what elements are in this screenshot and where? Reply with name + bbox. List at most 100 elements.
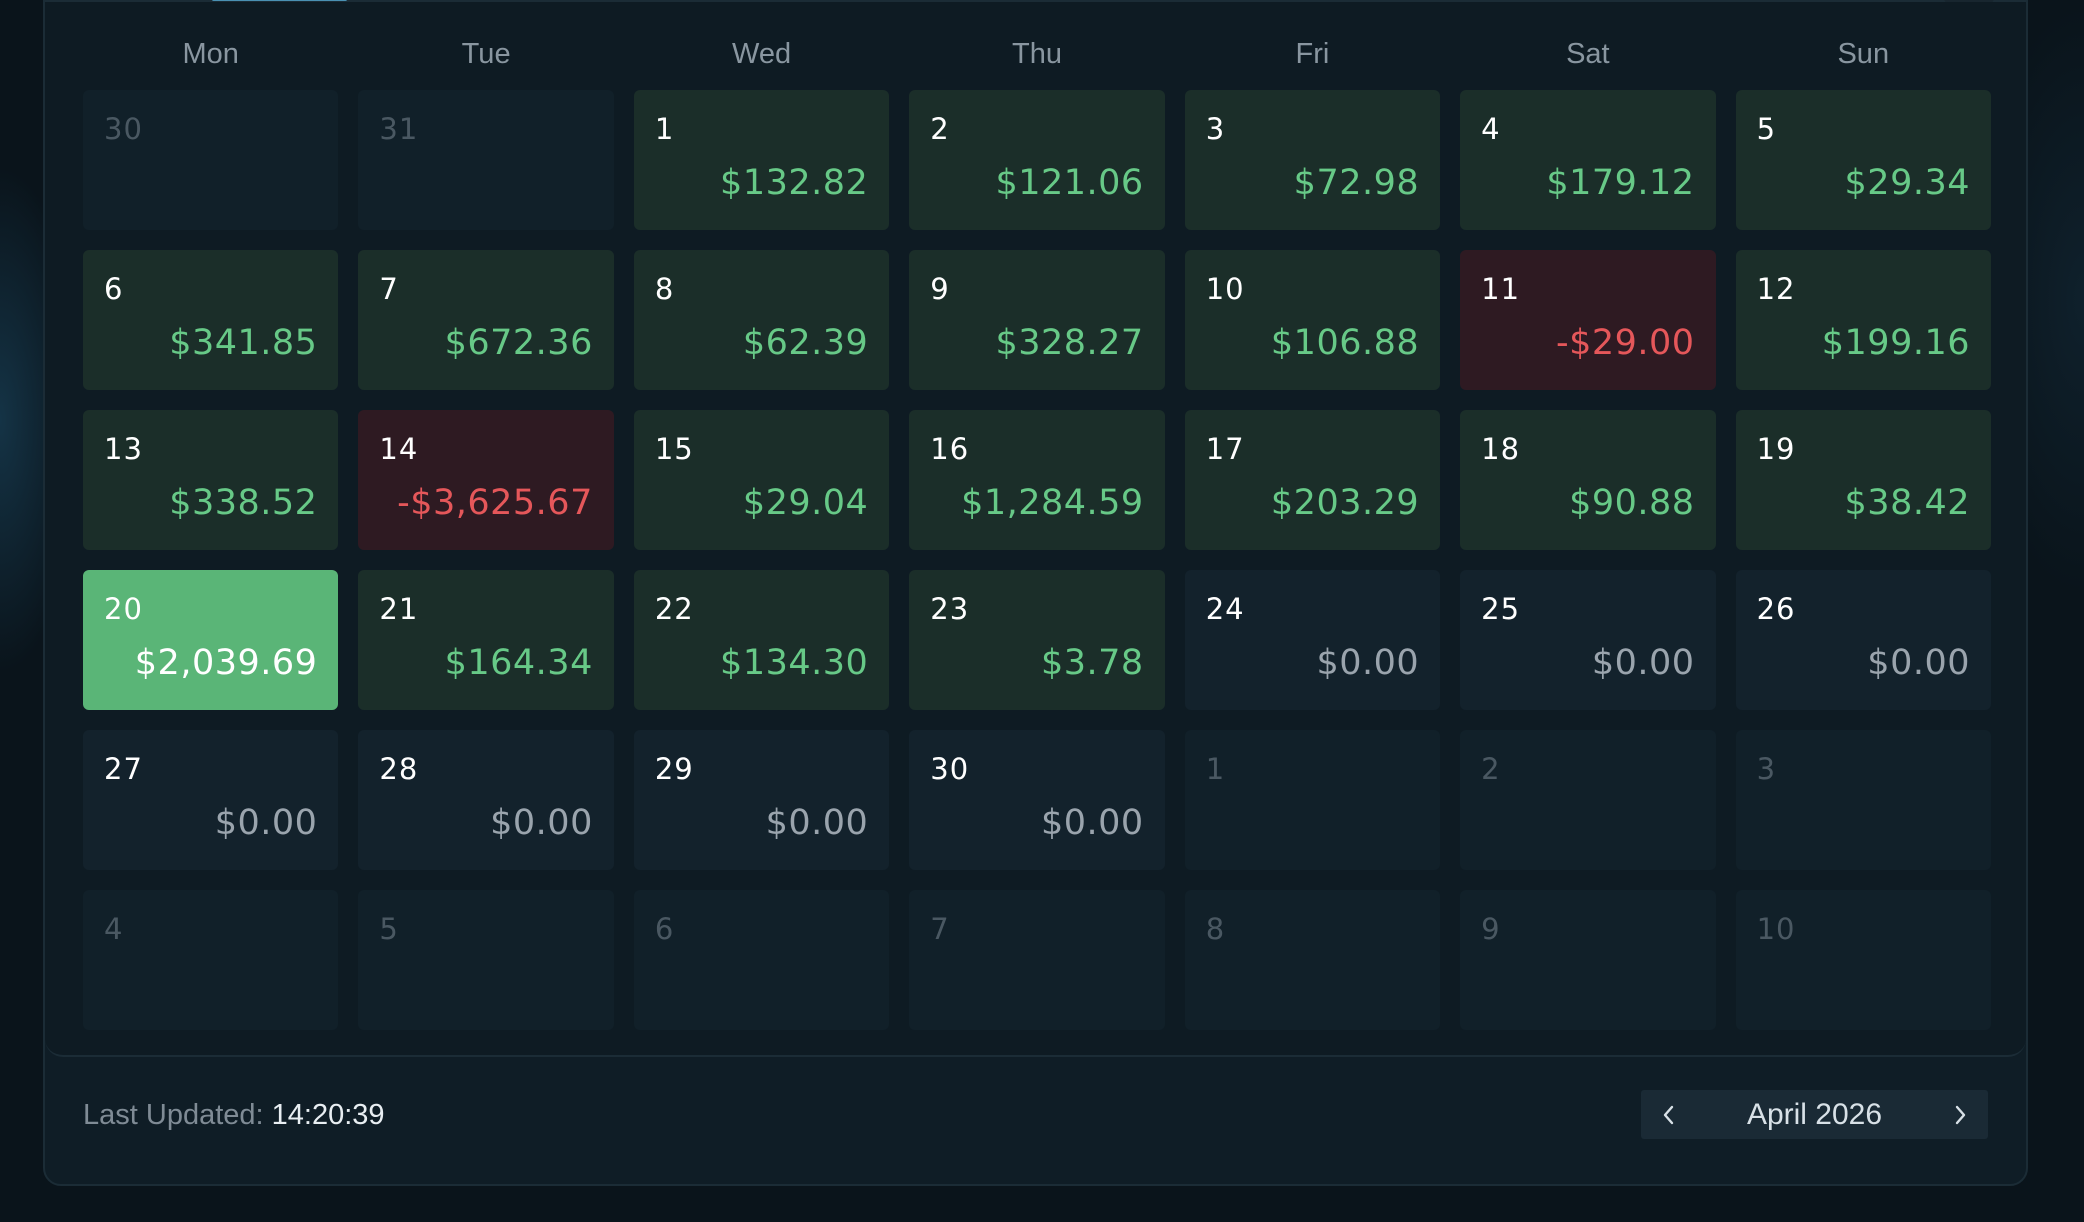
weekday-sun: Sun	[1837, 38, 1890, 70]
day-cell-outside-month[interactable]: 6	[633, 890, 890, 1030]
day-pnl-amount: $341.85	[169, 323, 318, 363]
day-pnl-amount: $106.88	[1270, 323, 1420, 363]
day-cell[interactable]: 7 $672.36	[358, 250, 614, 390]
day-pnl-amount: $0.00	[1316, 643, 1420, 683]
day-pnl-amount: $672.36	[444, 323, 593, 363]
weekday-header: Mon Tue Wed Thu Fri Sat Sun	[83, 34, 1991, 74]
day-cell[interactable]: 23 $3.78	[909, 570, 1165, 710]
day-cell[interactable]: 11 -$29.00	[1460, 250, 1716, 390]
day-cell-today[interactable]: 20 $2,039.69	[83, 570, 339, 710]
day-cell-outside-month[interactable]: 9	[1460, 890, 1716, 1030]
day-pnl-amount: $62.39	[742, 323, 869, 363]
day-number: 15	[654, 432, 694, 466]
last-updated-time: 14:20:39	[271, 1099, 385, 1131]
day-cell[interactable]: 12 $199.16	[1735, 250, 1991, 390]
day-number: 19	[1756, 432, 1796, 466]
day-number: 23	[930, 592, 970, 626]
weekday-sat: Sat	[1566, 38, 1610, 70]
day-pnl-amount: $132.82	[720, 163, 869, 203]
day-number: 12	[1756, 272, 1796, 306]
weekday-mon: Mon	[182, 38, 239, 70]
day-cell[interactable]: 4 $179.12	[1460, 90, 1716, 230]
day-cell[interactable]: 8 $62.39	[633, 250, 890, 390]
day-cell-outside-month[interactable]: 8	[1184, 890, 1441, 1030]
day-pnl-amount: $1,284.59	[961, 483, 1144, 523]
day-pnl-amount: $29.34	[1844, 163, 1970, 203]
day-pnl-amount: $0.00	[765, 803, 869, 843]
day-cell-outside-month[interactable]: 5	[358, 890, 614, 1030]
day-pnl-amount: $0.00	[1041, 803, 1144, 843]
weekday-fri: Fri	[1295, 38, 1330, 70]
day-number: 5	[1756, 112, 1777, 146]
day-number: 26	[1756, 592, 1796, 626]
day-cell[interactable]: 3 $72.98	[1184, 90, 1441, 230]
prev-month-button[interactable]	[1641, 1090, 1697, 1139]
day-pnl-amount: $328.27	[995, 323, 1144, 363]
day-number: 24	[1205, 592, 1245, 626]
day-number: 9	[930, 272, 950, 306]
day-cell[interactable]: 16 $1,284.59	[909, 410, 1165, 550]
day-number: 28	[379, 752, 419, 786]
day-cell[interactable]: 18 $90.88	[1460, 410, 1716, 550]
day-cell[interactable]: 13 $338.52	[83, 410, 339, 550]
day-number: 22	[654, 592, 694, 626]
day-cell[interactable]: 2 $121.06	[909, 90, 1165, 230]
day-cell[interactable]: 28 $0.00	[358, 730, 614, 870]
last-updated: Last Updated: 14:20:39	[83, 1099, 385, 1132]
day-cell[interactable]: 15 $29.04	[633, 410, 890, 550]
day-cell-outside-month[interactable]: 10	[1735, 890, 1991, 1030]
day-pnl-amount: $0.00	[214, 803, 318, 843]
day-cell-outside-month[interactable]: 7	[909, 890, 1165, 1030]
calendar-grid: 30 31 1 $132.82 2 $121.06 3 $72.98 4 $179.12 5 $29.…	[83, 90, 1991, 1030]
day-cell[interactable]: 1 $132.82	[633, 90, 890, 230]
weekday-tue: Tue	[461, 38, 511, 70]
day-number: 3	[1756, 752, 1777, 786]
day-pnl-amount: $0.00	[1591, 643, 1695, 683]
day-cell[interactable]: 6 $341.85	[83, 250, 339, 390]
day-cell[interactable]: 10 $106.88	[1184, 250, 1441, 390]
day-cell[interactable]: 14 -$3,625.67	[358, 410, 614, 550]
day-cell-outside-month[interactable]: 1	[1184, 730, 1441, 870]
day-number: 8	[654, 272, 675, 306]
day-cell[interactable]: 9 $328.27	[909, 250, 1165, 390]
day-number: 14	[379, 432, 419, 466]
calendar-panel: Mon Tue Wed Thu Fri Sat Sun 30 31 1 $132.82…	[43, 0, 2028, 1186]
day-number: 10	[1756, 912, 1796, 946]
day-number: 31	[379, 112, 419, 146]
current-month-label: April 2026	[1746, 1097, 1883, 1131]
day-pnl-amount: $203.29	[1270, 483, 1420, 523]
day-number: 6	[104, 272, 124, 306]
day-cell[interactable]: 19 $38.42	[1735, 410, 1991, 550]
day-pnl-amount: $199.16	[1821, 323, 1970, 363]
day-number: 6	[654, 912, 675, 946]
day-cell[interactable]: 24 $0.00	[1184, 570, 1441, 710]
day-pnl-amount: $90.88	[1569, 483, 1695, 523]
day-cell[interactable]: 17 $203.29	[1184, 410, 1441, 550]
day-number: 4	[1481, 112, 1501, 146]
day-number: 20	[104, 592, 143, 626]
day-number: 16	[930, 432, 970, 466]
next-month-button[interactable]	[1932, 1090, 1988, 1139]
day-cell[interactable]: 25 $0.00	[1460, 570, 1716, 710]
day-cell[interactable]: 30 $0.00	[909, 730, 1165, 870]
day-cell[interactable]: 29 $0.00	[633, 730, 890, 870]
day-cell[interactable]: 21 $164.34	[358, 570, 614, 710]
day-cell-outside-month[interactable]: 2	[1460, 730, 1716, 870]
day-number: 1	[654, 112, 675, 146]
calendar-footer: Last Updated: 14:20:39 April 2026	[45, 1057, 2026, 1167]
calendar-card: Mon Tue Wed Thu Fri Sat Sun 30 31 1 $132.82…	[45, 2, 2026, 1057]
day-number: 13	[104, 432, 143, 466]
day-cell[interactable]: 22 $134.30	[633, 570, 890, 710]
day-cell-outside-month[interactable]: 4	[83, 890, 339, 1030]
day-cell-outside-month[interactable]: 30	[83, 90, 339, 230]
day-pnl-amount: $29.04	[742, 483, 869, 523]
day-cell[interactable]: 5 $29.34	[1735, 90, 1991, 230]
day-number: 2	[930, 112, 950, 146]
day-number: 21	[379, 592, 419, 626]
day-cell-outside-month[interactable]: 31	[358, 90, 614, 230]
day-number: 27	[104, 752, 143, 786]
day-cell[interactable]: 26 $0.00	[1735, 570, 1991, 710]
day-number: 3	[1205, 112, 1226, 146]
day-cell-outside-month[interactable]: 3	[1735, 730, 1991, 870]
day-cell[interactable]: 27 $0.00	[83, 730, 339, 870]
